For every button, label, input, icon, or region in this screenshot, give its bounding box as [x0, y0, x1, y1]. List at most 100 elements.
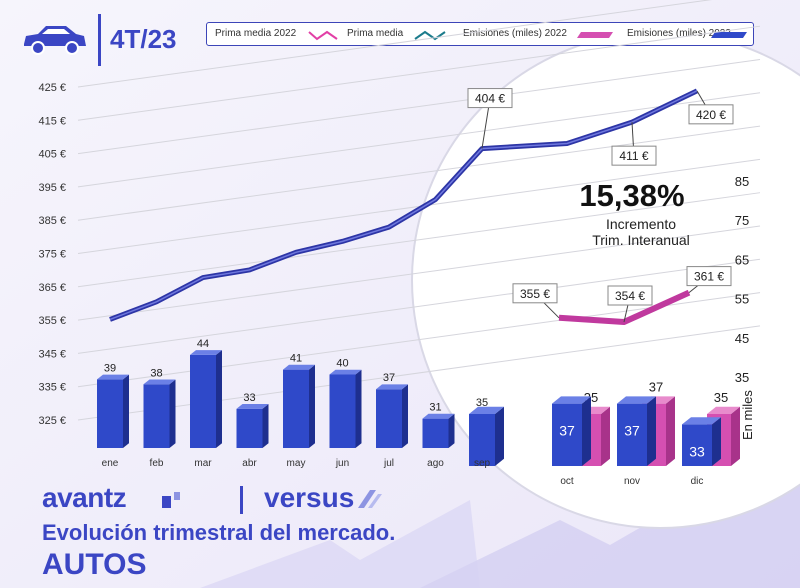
left-axis-tick: 415 € [38, 115, 66, 127]
bar-2023 [469, 414, 495, 466]
bar-2023 [236, 408, 263, 448]
decor-arrow [420, 455, 800, 588]
bar-2023-side [169, 379, 176, 448]
gridline [77, 192, 761, 288]
bar-2022-label: 35 [714, 390, 728, 405]
subtitle: Evolución trimestral del mercado. [42, 520, 396, 545]
bar-2023-side [309, 364, 315, 448]
header: 4T/23 [8, 10, 188, 66]
left-axis-tick: 335 € [38, 382, 66, 394]
callout-box [467, 88, 513, 109]
legend-swatch-bar [577, 32, 613, 38]
left-axis-tick: 425 € [38, 82, 66, 94]
bar-2023-top [97, 374, 129, 380]
gridline [77, 25, 761, 121]
left-axis-tick: 345 € [38, 348, 66, 360]
x-axis-tick: oct [560, 476, 574, 487]
bar-2023-top [283, 364, 315, 370]
bar-2023-side [712, 417, 721, 466]
bar-2023-top [376, 384, 408, 390]
x-axis-tick: jul [383, 458, 394, 469]
bar-2023-label: 39 [104, 362, 116, 374]
bar-2023-top [190, 350, 222, 355]
legend-label: Prima media 2022 [215, 28, 297, 39]
bar-2023-side [216, 350, 222, 448]
increment-caption: Incremento Trim. Interanual [566, 216, 716, 248]
bar-2022-side [731, 406, 740, 466]
right-axis-title: En miles [740, 390, 755, 440]
bar-2023-label: 33 [689, 443, 705, 459]
left-axis-tick: 355 € [38, 315, 66, 327]
bar-2023-side [355, 369, 362, 448]
increment-caption-line: Incremento [605, 216, 677, 232]
legend-label: Prima media [347, 28, 404, 39]
bar-2023 [617, 403, 647, 466]
bar-2023-label: 41 [290, 353, 302, 365]
bar-2023-label: 40 [336, 358, 348, 370]
legend-label: Emisiones (miles) 2023 [627, 28, 731, 39]
car-icon [24, 26, 86, 55]
gridline [77, 0, 713, 88]
gridline [77, 125, 761, 221]
gridline [77, 58, 761, 155]
gridline [77, 92, 761, 188]
bar-2023 [422, 418, 449, 448]
bar-2023-top [617, 396, 656, 404]
bar-2023-label: 38 [150, 367, 162, 379]
bar-2023 [552, 403, 582, 466]
bar-2023-top [469, 406, 504, 414]
callout-box [512, 283, 558, 304]
bar-2022-label: 37 [649, 380, 663, 395]
x-axis-tick: abr [242, 458, 257, 469]
brand-logo-left: avantz [42, 482, 127, 513]
bar-2023-side [402, 384, 408, 448]
bar-2023-top [552, 396, 591, 404]
bar-2023 [283, 369, 309, 448]
bar-2023 [329, 374, 356, 448]
callout-box [607, 285, 653, 306]
bar-2023 [143, 384, 170, 448]
callout-box [688, 104, 734, 125]
legend-swatch-line [414, 30, 446, 41]
bar-2023-label: 37 [559, 423, 575, 439]
right-axis-tick: 75 [735, 213, 749, 228]
bar-2023 [190, 354, 216, 448]
bar-2023-side [262, 404, 269, 448]
gridline [77, 258, 761, 354]
chart-legend: Prima media 2022 Prima media Emisiones (… [206, 22, 754, 46]
legend-swatch-line [308, 30, 338, 41]
prima-media-2022-label: 361 € [694, 270, 724, 284]
bar-2023-label: 37 [383, 372, 395, 384]
x-axis-tick: mar [194, 458, 212, 469]
bar-2023 [97, 379, 123, 448]
brand-mark-icon [162, 492, 180, 508]
right-axis-tick: 65 [735, 252, 749, 267]
bar-2023-label: 33 [243, 392, 255, 404]
prima-media-line-highlight [109, 90, 698, 321]
x-axis-tick: jun [335, 458, 349, 469]
decor-arrow [200, 500, 480, 588]
legend-label: Emisiones (miles) 2022 [463, 28, 567, 39]
right-axis-tick: 55 [735, 292, 749, 307]
left-axis-tick: 385 € [38, 215, 66, 227]
x-axis-tick: sep [474, 458, 491, 469]
segment-title: AUTOS [42, 548, 147, 581]
bar-2023-label: 44 [197, 338, 209, 350]
prima-media-label: 411 € [619, 149, 648, 163]
bar-2023 [682, 424, 712, 466]
prima-media-2022-label: 355 € [520, 287, 550, 301]
callout-box [686, 266, 732, 287]
x-axis-tick: dic [691, 476, 704, 487]
bar-2022-top [707, 406, 740, 414]
x-axis-tick: nov [624, 476, 640, 487]
bar-2023-top [143, 379, 176, 385]
bar-2023-side [495, 406, 504, 466]
quarter-label: 4T/23 [110, 24, 177, 54]
gridline [77, 225, 761, 321]
x-axis-tick: may [287, 458, 306, 469]
bar-2023-top [236, 404, 269, 409]
x-axis-tick: ago [427, 458, 444, 469]
bar-2023-top [422, 413, 455, 419]
